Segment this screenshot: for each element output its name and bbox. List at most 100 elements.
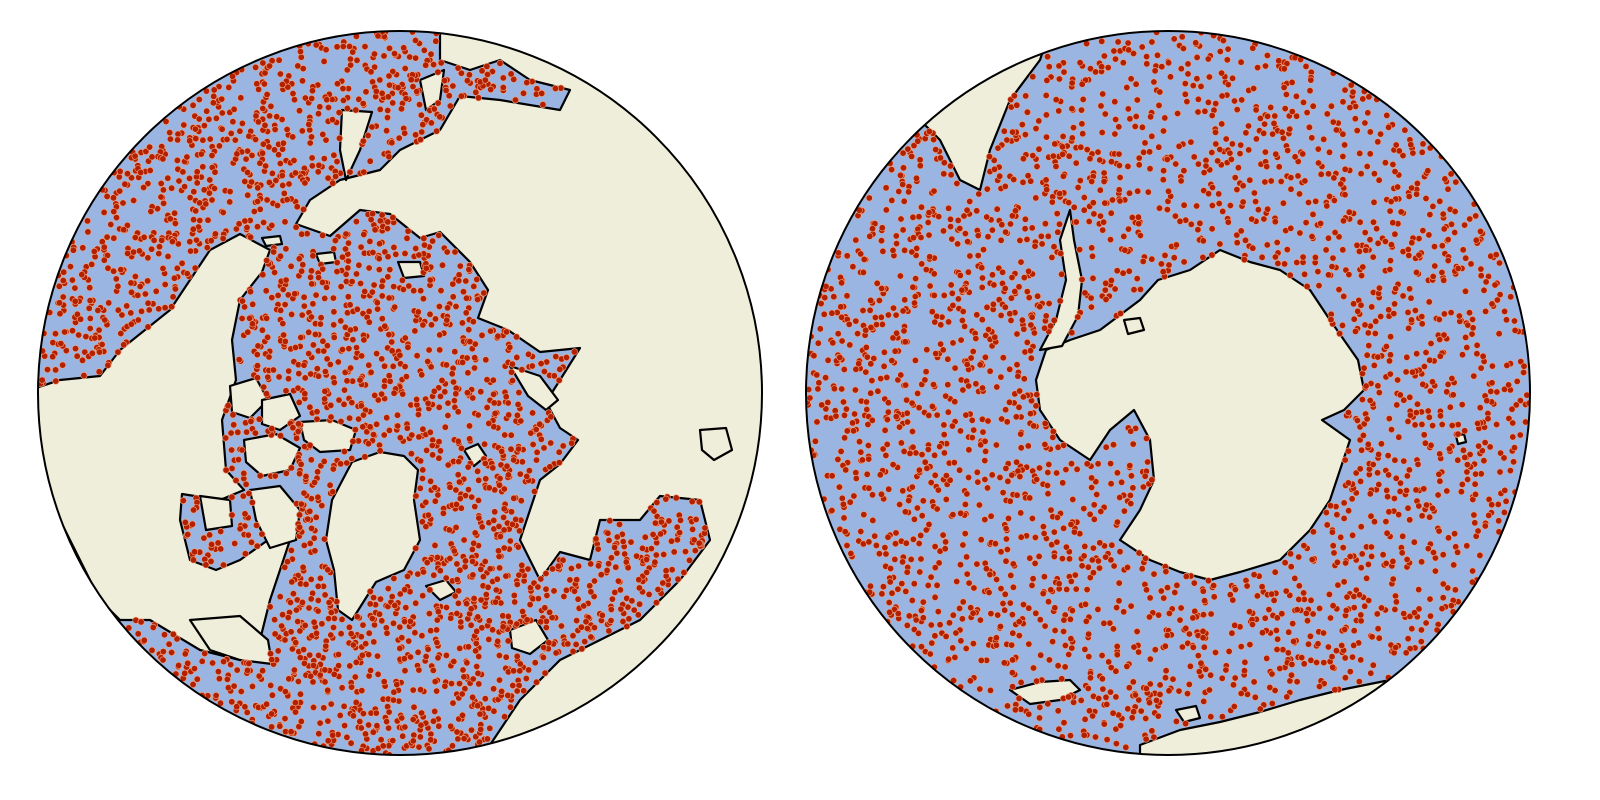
ocean-point: [1418, 320, 1426, 328]
ocean-point: [1135, 549, 1143, 557]
ocean-point: [448, 742, 456, 750]
ocean-point: [233, 666, 241, 674]
ocean-point: [458, 711, 466, 719]
south-ocean-points: [806, 31, 1530, 751]
ocean-point: [272, 177, 280, 185]
ocean-point: [307, 495, 315, 503]
ocean-point: [1101, 286, 1109, 294]
ocean-point: [378, 211, 386, 219]
ocean-point: [1302, 62, 1310, 70]
ocean-point: [281, 218, 289, 226]
ocean-point: [467, 605, 475, 613]
ocean-point: [1175, 142, 1183, 150]
ocean-point: [435, 722, 443, 730]
ocean-point: [227, 129, 235, 137]
ocean-point: [1264, 205, 1272, 213]
ocean-point: [491, 409, 499, 417]
ocean-point: [475, 514, 483, 522]
ocean-point: [236, 127, 244, 135]
ocean-point: [378, 355, 386, 363]
ocean-point: [1415, 605, 1423, 613]
ocean-point: [1008, 641, 1016, 649]
ocean-point: [516, 470, 524, 478]
ocean-point: [457, 69, 465, 77]
ocean-point: [159, 264, 167, 272]
ocean-point: [365, 651, 373, 659]
ocean-point: [202, 561, 210, 569]
ocean-point: [1003, 702, 1011, 710]
ocean-point: [116, 187, 124, 195]
ocean-point: [1309, 210, 1317, 218]
ocean-point: [1102, 693, 1110, 701]
ocean-point: [944, 381, 952, 389]
ocean-point: [372, 87, 380, 95]
ocean-point: [492, 598, 500, 606]
ocean-point: [369, 210, 377, 218]
ocean-point: [1381, 238, 1389, 246]
ocean-point: [71, 284, 79, 292]
ocean-point: [384, 273, 392, 281]
ocean-point: [523, 79, 531, 87]
ocean-point: [1070, 203, 1078, 211]
ocean-point: [948, 289, 956, 297]
ocean-point: [1363, 415, 1371, 423]
ocean-point: [604, 529, 612, 537]
ocean-point: [1222, 135, 1230, 143]
ocean-point: [1053, 513, 1061, 521]
ocean-point: [1400, 610, 1408, 618]
ocean-point: [157, 180, 165, 188]
ocean-point: [1350, 604, 1358, 612]
ocean-point: [383, 718, 391, 726]
ocean-point: [470, 539, 478, 547]
ocean-point: [434, 654, 442, 662]
ocean-point: [1314, 145, 1322, 153]
ocean-point: [298, 127, 306, 135]
ocean-point: [371, 226, 379, 234]
ocean-point: [1466, 309, 1474, 317]
ocean-point: [1080, 552, 1088, 560]
ocean-point: [398, 714, 406, 722]
ocean-point: [934, 486, 942, 494]
ocean-point: [465, 326, 473, 334]
ocean-point: [842, 466, 850, 474]
ocean-point: [1495, 517, 1503, 525]
ocean-point: [1212, 648, 1220, 656]
ocean-point: [455, 680, 463, 688]
ocean-point: [1270, 596, 1278, 604]
ocean-point: [366, 423, 374, 431]
ocean-point: [569, 647, 577, 655]
ocean-point: [390, 574, 398, 582]
ocean-point: [402, 373, 410, 381]
ocean-point: [1027, 410, 1035, 418]
ocean-point: [1074, 184, 1082, 192]
ocean-point: [959, 598, 967, 606]
ocean-point: [1230, 681, 1238, 689]
ocean-point: [295, 255, 303, 263]
ocean-point: [897, 371, 905, 379]
ocean-point: [1366, 236, 1374, 244]
ocean-point: [886, 608, 894, 616]
ocean-point: [572, 640, 580, 648]
ocean-point: [443, 248, 451, 256]
ocean-point: [1480, 286, 1488, 294]
ocean-point: [118, 311, 126, 319]
ocean-point: [559, 442, 567, 450]
ocean-point: [828, 472, 836, 480]
ocean-point: [1055, 580, 1063, 588]
ocean-point: [937, 321, 945, 329]
ocean-point: [290, 96, 298, 104]
ocean-point: [1089, 544, 1097, 552]
ocean-point: [171, 220, 179, 228]
ocean-point: [415, 666, 423, 674]
ocean-point: [1194, 652, 1202, 660]
ocean-point: [1088, 483, 1096, 491]
ocean-point: [815, 379, 823, 387]
ocean-point: [1463, 343, 1471, 351]
ocean-point: [863, 353, 871, 361]
ocean-point: [223, 675, 231, 683]
ocean-point: [490, 399, 498, 407]
ocean-point: [1438, 268, 1446, 276]
ocean-point: [634, 611, 642, 619]
ocean-point: [472, 639, 480, 647]
ocean-point: [346, 326, 354, 334]
